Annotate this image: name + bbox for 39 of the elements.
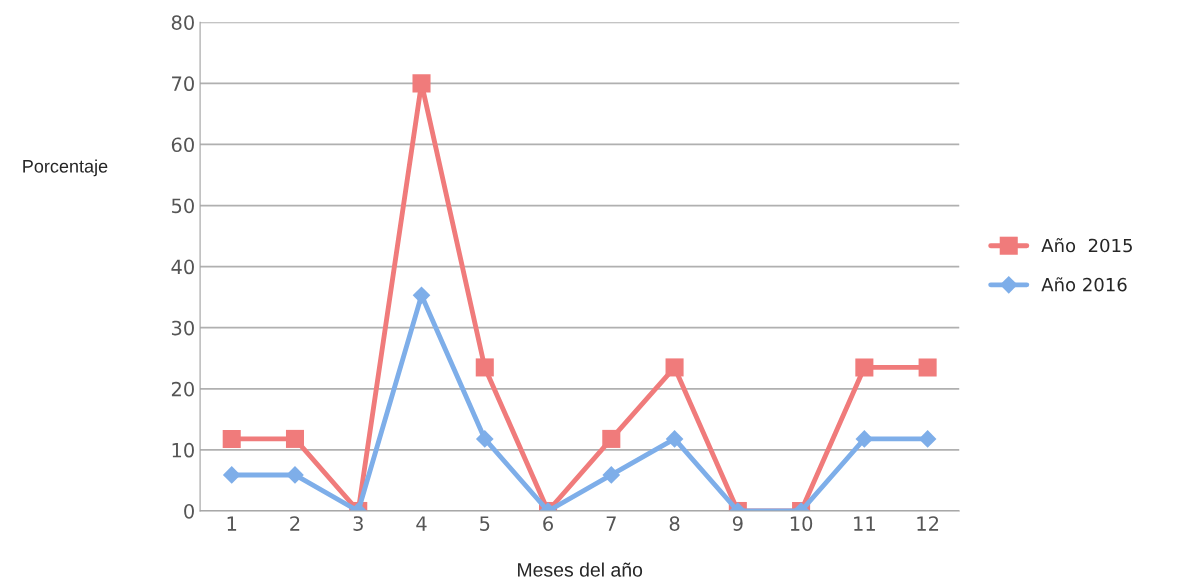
- point: [412, 286, 431, 305]
- y-tick-label: 20: [171, 381, 194, 397]
- y-tick-label: 10: [172, 442, 194, 458]
- x-axis-title: Meses del año: [518, 562, 643, 577]
- x-tick-label: 10: [790, 516, 813, 531]
- x-tick-label: 6: [543, 516, 553, 531]
- point: [665, 430, 684, 448]
- point: [918, 358, 937, 377]
- x-tick-label: 1: [227, 516, 237, 531]
- y-tick-label: 30: [171, 320, 194, 336]
- x-tick-label: 5: [480, 516, 490, 531]
- x-tick-label: 8: [669, 516, 680, 531]
- y-tick-label: 0: [184, 503, 194, 519]
- legend-label: Año 2016: [1041, 277, 1127, 292]
- x-tick-label: 9: [732, 516, 743, 531]
- point: [222, 466, 241, 484]
- y-tick-label: 50: [171, 198, 194, 214]
- point: [285, 429, 305, 448]
- x-tick-label: 11: [854, 516, 875, 531]
- point: [602, 429, 621, 448]
- x-tick-label: 3: [353, 516, 363, 531]
- legend-label: Año 2015: [1041, 238, 1132, 253]
- x-tick-label: 12: [917, 516, 939, 531]
- x-tick-label: 2: [290, 516, 300, 531]
- y-tick-label: 80: [171, 15, 194, 30]
- point: [602, 466, 621, 484]
- point: [475, 430, 494, 448]
- x-tick-label: 7: [606, 516, 616, 531]
- point: [286, 466, 304, 484]
- point: [475, 358, 494, 377]
- y-tick-label: 70: [172, 76, 194, 92]
- y-tick-label: 60: [171, 137, 194, 153]
- point: [222, 429, 241, 448]
- point: [855, 358, 874, 377]
- y-tick-label: 40: [171, 259, 194, 275]
- point: [665, 358, 684, 377]
- x-tick-label: 4: [416, 516, 427, 531]
- point: [412, 74, 431, 93]
- y-axis-title: Porcentaje: [23, 159, 108, 177]
